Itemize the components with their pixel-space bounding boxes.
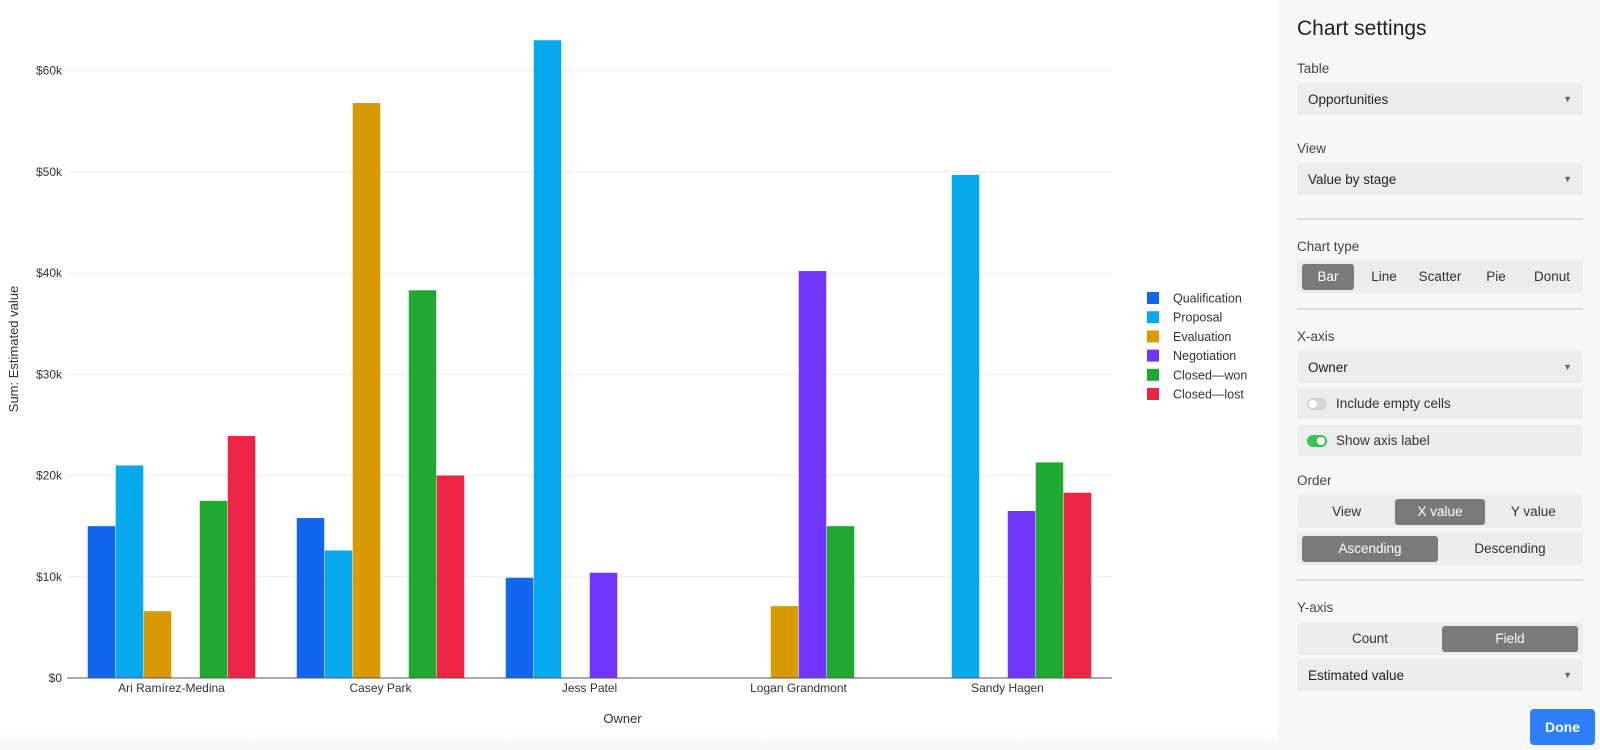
order-by-x-value[interactable]: X value — [1395, 498, 1485, 525]
y-axis-label: Y-axis — [1297, 600, 1334, 615]
panel-title: Chart settings — [1297, 17, 1427, 40]
bar — [296, 518, 325, 678]
order-by-y-value[interactable]: Y value — [1510, 504, 1556, 519]
view-select-value: Value by stage — [1308, 171, 1397, 187]
bar — [115, 465, 144, 678]
x-tick-label: Sandy Hagen — [971, 681, 1044, 695]
y-tick-label: $0 — [49, 671, 63, 685]
legend-swatch — [1147, 330, 1159, 343]
x-axis-select[interactable]: Owner ▼ — [1297, 351, 1583, 383]
bar — [436, 475, 465, 678]
y-axis-title: Sum: Estimated value — [6, 286, 21, 412]
order-ascending[interactable]: Ascending — [1302, 535, 1438, 562]
legend-label: Proposal — [1173, 311, 1222, 325]
bar — [770, 606, 799, 678]
chart-area: $0 $10k $20k $30k $40k $50k $60k Ari Ramírez-Me… — [0, 40, 1278, 750]
toggle-knob — [1317, 436, 1325, 445]
table-select[interactable]: Opportunities ▼ — [1297, 83, 1583, 115]
bar — [143, 611, 172, 678]
chart-type-pie[interactable]: Pie — [1486, 269, 1506, 284]
legend-label: Evaluation — [1173, 330, 1231, 344]
divider — [1297, 579, 1583, 581]
bar — [798, 271, 827, 678]
x-tick-label: Logan Grandmont — [750, 681, 847, 695]
bar-chart: $0 $10k $20k $30k $40k $50k $60k Ari Ramírez-Me… — [6, 40, 1247, 726]
y-tick-label: $30k — [36, 367, 63, 381]
bar — [199, 500, 228, 678]
x-axis-label: X-axis — [1297, 329, 1335, 344]
bar — [408, 290, 437, 678]
bar — [951, 174, 980, 679]
legend-label: Closed—won — [1173, 368, 1247, 382]
show-axis-label-text: Show axis label — [1336, 433, 1430, 448]
chevron-down-icon: ▼ — [1563, 94, 1572, 104]
legend-swatch — [1147, 349, 1159, 362]
order-descending[interactable]: Descending — [1474, 541, 1546, 556]
bar — [1063, 492, 1092, 678]
chevron-down-icon: ▼ — [1563, 362, 1572, 372]
view-label: View — [1297, 141, 1327, 156]
include-empty-cells-label: Include empty cells — [1336, 396, 1451, 411]
bar — [1035, 462, 1064, 678]
table-label: Table — [1297, 61, 1330, 76]
legend-label: Closed—lost — [1173, 388, 1244, 402]
y-axis-mode-selector: Count Field — [1297, 622, 1583, 655]
divider — [1297, 308, 1583, 310]
legend-swatch — [1147, 292, 1159, 304]
chevron-down-icon: ▼ — [1563, 174, 1572, 184]
bar — [352, 103, 381, 679]
order-by-view[interactable]: View — [1332, 504, 1362, 519]
chart-settings-panel: Chart settings Table Opportunities ▼ Vie… — [1278, 0, 1600, 750]
y-field-select[interactable]: Estimated value ▼ — [1297, 659, 1583, 691]
bar — [87, 526, 116, 678]
chart-type-scatter[interactable]: Scatter — [1418, 269, 1462, 284]
y-tick-label: $50k — [36, 165, 63, 179]
view-select[interactable]: Value by stage ▼ — [1297, 163, 1583, 195]
bar — [533, 40, 562, 678]
y-tick-label: $20k — [36, 469, 63, 483]
bar — [505, 577, 534, 678]
order-label: Order — [1297, 473, 1332, 488]
order-by-selector: View X value Y value — [1297, 495, 1583, 528]
chart-type-bar[interactable]: Bar — [1302, 263, 1354, 290]
divider — [1297, 218, 1583, 220]
legend-label: Qualification — [1173, 292, 1242, 306]
bar — [1007, 510, 1036, 678]
show-axis-label-toggle[interactable] — [1307, 434, 1327, 447]
legend-label: Negotiation — [1173, 349, 1236, 363]
x-tick-label: Jess Patel — [562, 681, 617, 695]
bar — [227, 436, 256, 678]
done-button[interactable]: Done — [1530, 709, 1595, 745]
legend-swatch — [1147, 388, 1159, 400]
table-select-value: Opportunities — [1308, 91, 1389, 107]
x-tick-label: Casey Park — [349, 681, 412, 695]
y-tick-label: $40k — [36, 266, 63, 280]
x-tick-label: Ari Ramírez-Medina — [118, 681, 225, 695]
y-mode-field[interactable]: Field — [1442, 625, 1578, 652]
legend-swatch — [1147, 311, 1159, 324]
chart-bottom-fade — [0, 732, 1278, 750]
order-direction-selector: Ascending Descending — [1297, 532, 1583, 565]
chevron-down-icon: ▼ — [1563, 670, 1572, 680]
chart-type-line[interactable]: Line — [1371, 269, 1397, 284]
include-empty-cells-row: Include empty cells — [1297, 388, 1583, 419]
x-axis-title: Owner — [603, 711, 642, 726]
chart-type-label: Chart type — [1297, 239, 1360, 254]
y-field-select-value: Estimated value — [1308, 667, 1405, 683]
y-mode-count[interactable]: Count — [1351, 631, 1389, 646]
legend-swatch — [1147, 368, 1159, 381]
x-axis-select-value: Owner — [1308, 359, 1348, 375]
toggle-knob — [1309, 399, 1317, 408]
include-empty-cells-toggle[interactable] — [1307, 397, 1327, 410]
show-axis-label-row: Show axis label — [1297, 425, 1583, 456]
y-tick-label: $10k — [36, 570, 63, 584]
bar — [589, 572, 618, 678]
chart-type-selector: Bar Line Scatter Pie Donut — [1297, 260, 1583, 293]
bar — [826, 526, 855, 678]
bar — [324, 550, 353, 678]
y-tick-label: $60k — [36, 64, 63, 78]
chart-type-donut[interactable]: Donut — [1533, 269, 1571, 284]
